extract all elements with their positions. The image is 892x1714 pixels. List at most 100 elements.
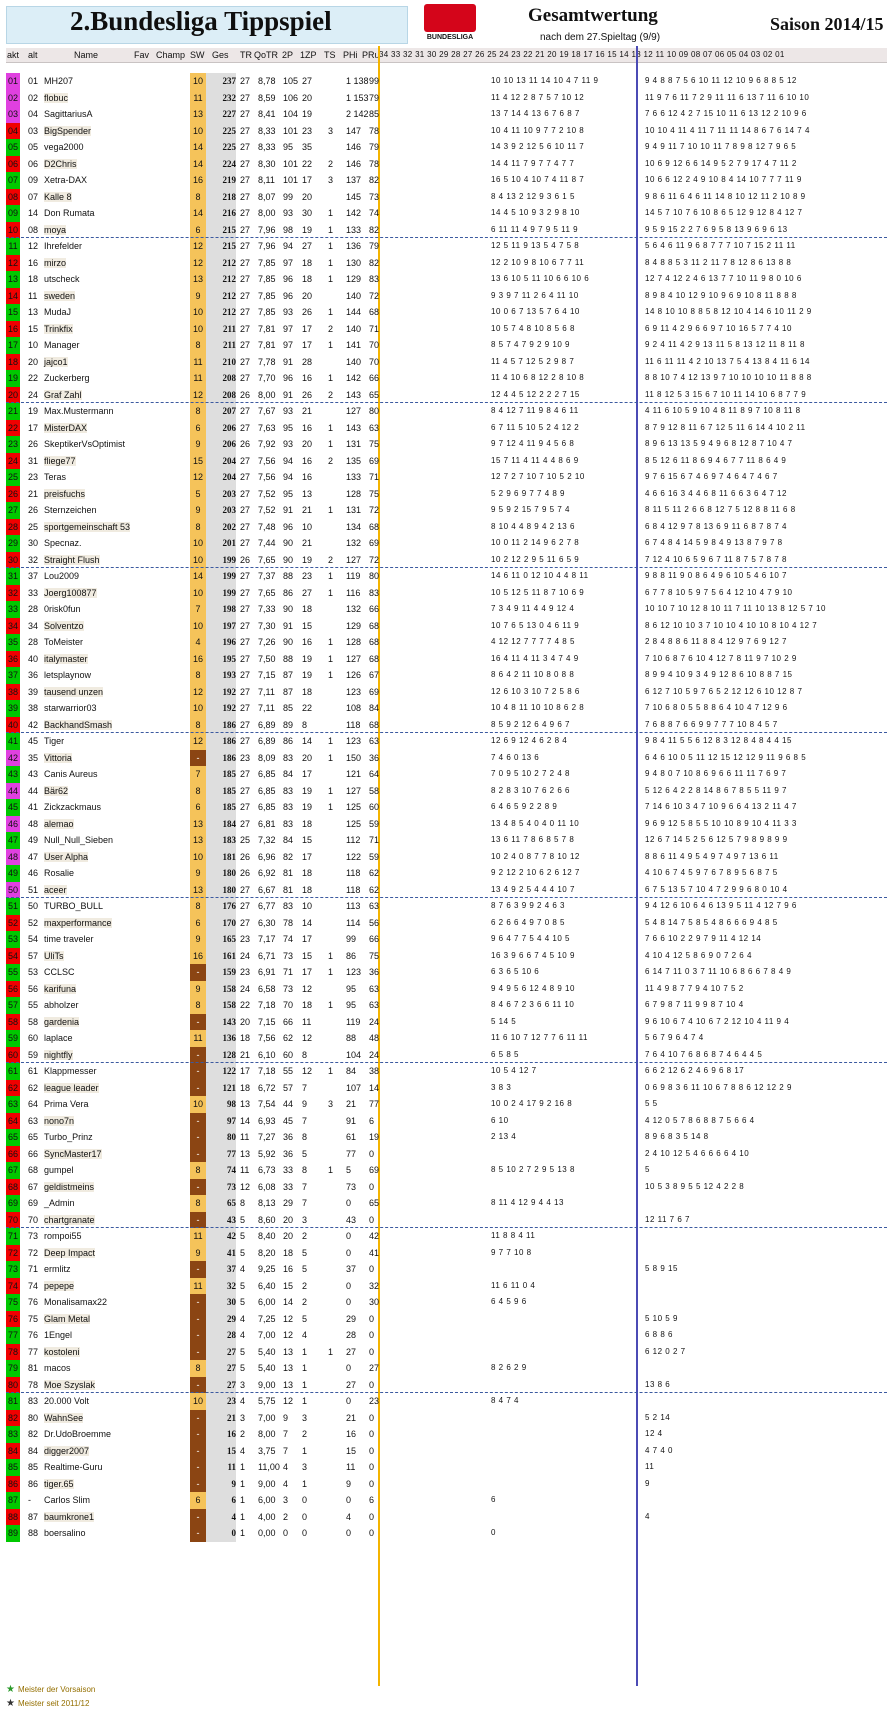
cell-qotr: 7,18 xyxy=(258,1000,276,1010)
cell-matchdays-early: 4 10 4 12 5 8 6 9 0 7 2 6 4 xyxy=(645,950,752,960)
cell-phi: 108 xyxy=(346,703,362,713)
cell-name: ermlitz xyxy=(44,1264,71,1274)
cell-phi: 140 xyxy=(346,356,362,367)
cell-phi: 91 xyxy=(346,1115,357,1126)
cell-akt: 74 xyxy=(6,1277,20,1295)
cell-alt: 34 xyxy=(28,620,39,631)
cell-alt: 48 xyxy=(28,818,39,829)
cell-matchdays-recent: 9 5 9 2 15 7 9 5 7 4 xyxy=(491,505,570,514)
cell-ges: 74 xyxy=(206,1162,236,1179)
cell-1zp: 21 xyxy=(302,406,313,416)
cell-ges: 212 xyxy=(206,287,236,305)
cell-alt: 28 xyxy=(28,604,39,614)
cell-matchdays-early: 6 7 9 8 7 11 9 9 8 7 10 4 xyxy=(645,1000,744,1009)
cell-ges: 185 xyxy=(206,782,236,800)
col-matchdays: 34 33 32 31 30 29 28 27 26 25 24 23 22 2… xyxy=(379,50,785,59)
legend-item-vorsaison: ★ Meister der Vorsaison xyxy=(6,1684,95,1698)
cell-akt: 72 xyxy=(6,1244,20,1262)
cell-1zp: 14 xyxy=(302,736,313,746)
cell-alt: 06 xyxy=(28,158,39,169)
cell-name: Canis Aureus xyxy=(44,769,98,779)
cell-2p: 104 xyxy=(283,109,299,119)
cell-tr: 27 xyxy=(240,241,251,251)
cell-name: geldistmeins xyxy=(44,1181,95,1192)
cell-akt: 80 xyxy=(6,1376,20,1394)
table-row: 25 23 Teras 12 204 27 7,56 94 16 133 71 12 7 2 7 10… xyxy=(6,469,887,486)
cell-pru: 75 xyxy=(369,488,380,499)
cell-qotr: 7,65 xyxy=(258,587,276,598)
cell-phi: 135 xyxy=(346,455,362,466)
cell-matchdays-early: 10 6 6 12 2 4 9 10 8 4 14 10 7 7 7 11 9 xyxy=(645,175,802,184)
table-row: 79 81 macos 8 27 5 5,40 13 1 0 27 8 2 6 2 9 xyxy=(6,1360,887,1377)
cell-2p: 95 xyxy=(283,422,294,433)
cell-akt: 26 xyxy=(6,485,20,503)
cell-pru: 65 xyxy=(369,1198,380,1208)
cell-name: Specnaz. xyxy=(44,538,82,548)
cell-phi: 144 xyxy=(346,307,362,317)
cell-alt: 75 xyxy=(28,1313,39,1324)
cell-matchdays-recent: 8 2 6 2 9 xyxy=(491,1363,527,1372)
cell-akt: 17 xyxy=(6,337,20,354)
cell-phi: 129 xyxy=(346,620,362,631)
cell-akt: 37 xyxy=(6,667,20,684)
col-alt: alt xyxy=(28,50,38,60)
table-row: 48 47 User Alpha 10 181 26 6,96 82 17 122 59 10 2 4… xyxy=(6,848,887,866)
cell-1zp: 17 xyxy=(302,769,313,779)
cell-ts: 1 xyxy=(328,637,334,647)
cell-1zp: 12 xyxy=(302,983,313,994)
cell-sw: 12 xyxy=(190,254,206,272)
cell-akt: 76 xyxy=(6,1310,20,1328)
cell-1zp: 1 xyxy=(302,1346,308,1357)
cell-name: gumpel xyxy=(44,1165,74,1175)
cell-2p: 86 xyxy=(283,736,294,746)
cell-matchdays-early: 7 6 6 10 2 2 9 7 9 11 4 12 14 xyxy=(645,934,762,943)
cell-tr: 27 xyxy=(240,571,251,581)
cell-qotr: 6,00 xyxy=(258,1495,276,1505)
cell-matchdays-recent: 7 3 4 9 11 4 4 9 12 4 xyxy=(491,604,575,613)
cell-matchdays-early: 9 8 4 11 5 5 6 12 8 3 12 8 4 8 4 4 15 xyxy=(645,736,792,745)
cell-matchdays-recent: 10 0 2 4 17 9 2 16 8 xyxy=(491,1099,573,1108)
cell-matchdays-recent: 14 6 11 0 12 10 4 4 8 11 xyxy=(491,571,589,580)
table-row: 26 21 preisfuchs 5 203 27 7,52 95 13 128 75 5 2 9 6… xyxy=(6,485,887,503)
cell-pru: 42 xyxy=(369,1231,380,1241)
cell-qotr: 7,00 xyxy=(258,1330,276,1340)
cell-akt: 44 xyxy=(6,782,20,800)
cell-alt: 40 xyxy=(28,653,39,664)
cell-name: ToMeister xyxy=(44,637,84,647)
cell-ts: 3 xyxy=(328,1099,334,1109)
cell-matchdays-early: 8 5 12 6 11 8 6 9 4 6 7 7 11 8 6 4 9 xyxy=(645,455,787,465)
cell-sw: 9 xyxy=(190,1244,206,1262)
cell-2p: 94 xyxy=(283,455,294,466)
cell-ges: 4 xyxy=(206,1508,236,1526)
table-row: 83 82 Dr.UdoBroemme -16 2 8,00 7 2 16 0 12 4 xyxy=(6,1426,887,1443)
cell-akt: 73 xyxy=(6,1261,20,1278)
cell-phi: 86 xyxy=(346,950,357,961)
cell-alt: 24 xyxy=(28,389,39,400)
cell-tr: 21 xyxy=(240,1049,251,1060)
cell-phi: 146 xyxy=(346,142,362,152)
cell-pru: 83 xyxy=(369,587,380,598)
cell-ges: 136 xyxy=(206,1030,236,1047)
cell-qotr: 6,89 xyxy=(258,719,276,730)
cell-ges: 30 xyxy=(206,1294,236,1311)
cell-tr: 27 xyxy=(240,719,251,730)
cell-2p: 81 xyxy=(283,884,294,895)
cell-tr: 22 xyxy=(240,1000,251,1010)
cell-1zp: 20 xyxy=(302,439,313,449)
cell-phi: 104 xyxy=(346,1049,362,1060)
cell-akt: 71 xyxy=(6,1228,20,1245)
cell-1zp: 2 xyxy=(302,1280,308,1291)
cell-matchdays-early: 9 4 12 6 10 6 4 6 13 9 5 11 4 12 7 9 6 xyxy=(645,901,797,910)
cell-akt: 61 xyxy=(6,1063,20,1080)
cell-matchdays-early: 12 7 4 12 2 4 6 13 7 7 10 11 9 8 0 10 6 xyxy=(645,274,802,283)
cell-phi: 118 xyxy=(346,884,361,895)
cell-akt: 06 xyxy=(6,155,20,173)
cell-qotr: 4,00 xyxy=(258,1511,276,1522)
cell-ges: 211 xyxy=(206,337,236,354)
cell-phi: 107 xyxy=(346,1082,362,1093)
cell-alt: 23 xyxy=(28,472,39,482)
cell-name: rompoi55 xyxy=(44,1231,82,1241)
cell-name: Tiger xyxy=(44,736,65,746)
table-row: 59 60 laplace 11 136 18 7,56 62 12 88 48 11 6 10 7 … xyxy=(6,1030,887,1047)
col-sw: SW xyxy=(190,50,205,60)
